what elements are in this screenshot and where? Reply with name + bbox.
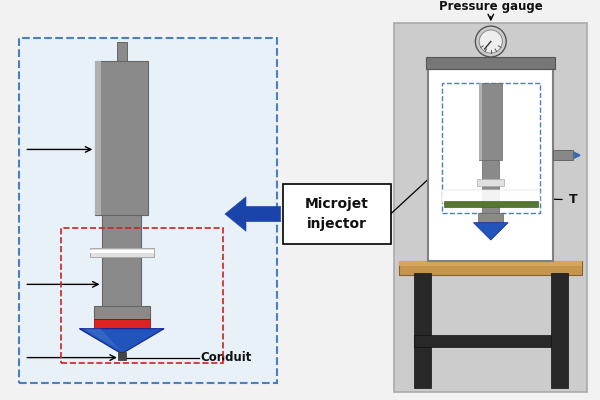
FancyBboxPatch shape bbox=[399, 261, 583, 266]
FancyBboxPatch shape bbox=[478, 213, 503, 223]
FancyBboxPatch shape bbox=[103, 215, 141, 249]
Polygon shape bbox=[79, 329, 164, 354]
FancyBboxPatch shape bbox=[478, 179, 504, 186]
FancyBboxPatch shape bbox=[482, 160, 499, 181]
Text: Conduit: Conduit bbox=[201, 351, 252, 364]
FancyBboxPatch shape bbox=[90, 250, 154, 252]
FancyBboxPatch shape bbox=[90, 248, 154, 257]
FancyBboxPatch shape bbox=[426, 57, 556, 68]
FancyBboxPatch shape bbox=[442, 190, 540, 204]
FancyBboxPatch shape bbox=[428, 68, 553, 261]
FancyBboxPatch shape bbox=[95, 61, 101, 215]
FancyBboxPatch shape bbox=[479, 83, 502, 160]
Circle shape bbox=[475, 26, 506, 57]
FancyBboxPatch shape bbox=[399, 261, 583, 275]
FancyBboxPatch shape bbox=[94, 319, 149, 329]
FancyBboxPatch shape bbox=[551, 273, 568, 388]
FancyBboxPatch shape bbox=[118, 352, 125, 360]
Polygon shape bbox=[83, 329, 120, 350]
FancyBboxPatch shape bbox=[482, 186, 499, 215]
Text: Microjet
injector: Microjet injector bbox=[305, 197, 368, 231]
FancyBboxPatch shape bbox=[95, 61, 148, 215]
FancyBboxPatch shape bbox=[553, 150, 573, 160]
Text: Pressure gauge: Pressure gauge bbox=[439, 0, 542, 13]
FancyBboxPatch shape bbox=[414, 336, 551, 347]
FancyBboxPatch shape bbox=[394, 23, 587, 392]
Polygon shape bbox=[225, 197, 281, 231]
FancyBboxPatch shape bbox=[414, 273, 431, 388]
FancyBboxPatch shape bbox=[103, 257, 141, 306]
FancyBboxPatch shape bbox=[479, 83, 482, 160]
FancyBboxPatch shape bbox=[19, 38, 277, 383]
FancyBboxPatch shape bbox=[443, 200, 538, 207]
Polygon shape bbox=[473, 223, 508, 240]
Text: T: T bbox=[569, 193, 577, 206]
FancyBboxPatch shape bbox=[283, 184, 391, 244]
Circle shape bbox=[479, 30, 502, 53]
FancyBboxPatch shape bbox=[94, 306, 149, 319]
FancyBboxPatch shape bbox=[117, 42, 127, 61]
